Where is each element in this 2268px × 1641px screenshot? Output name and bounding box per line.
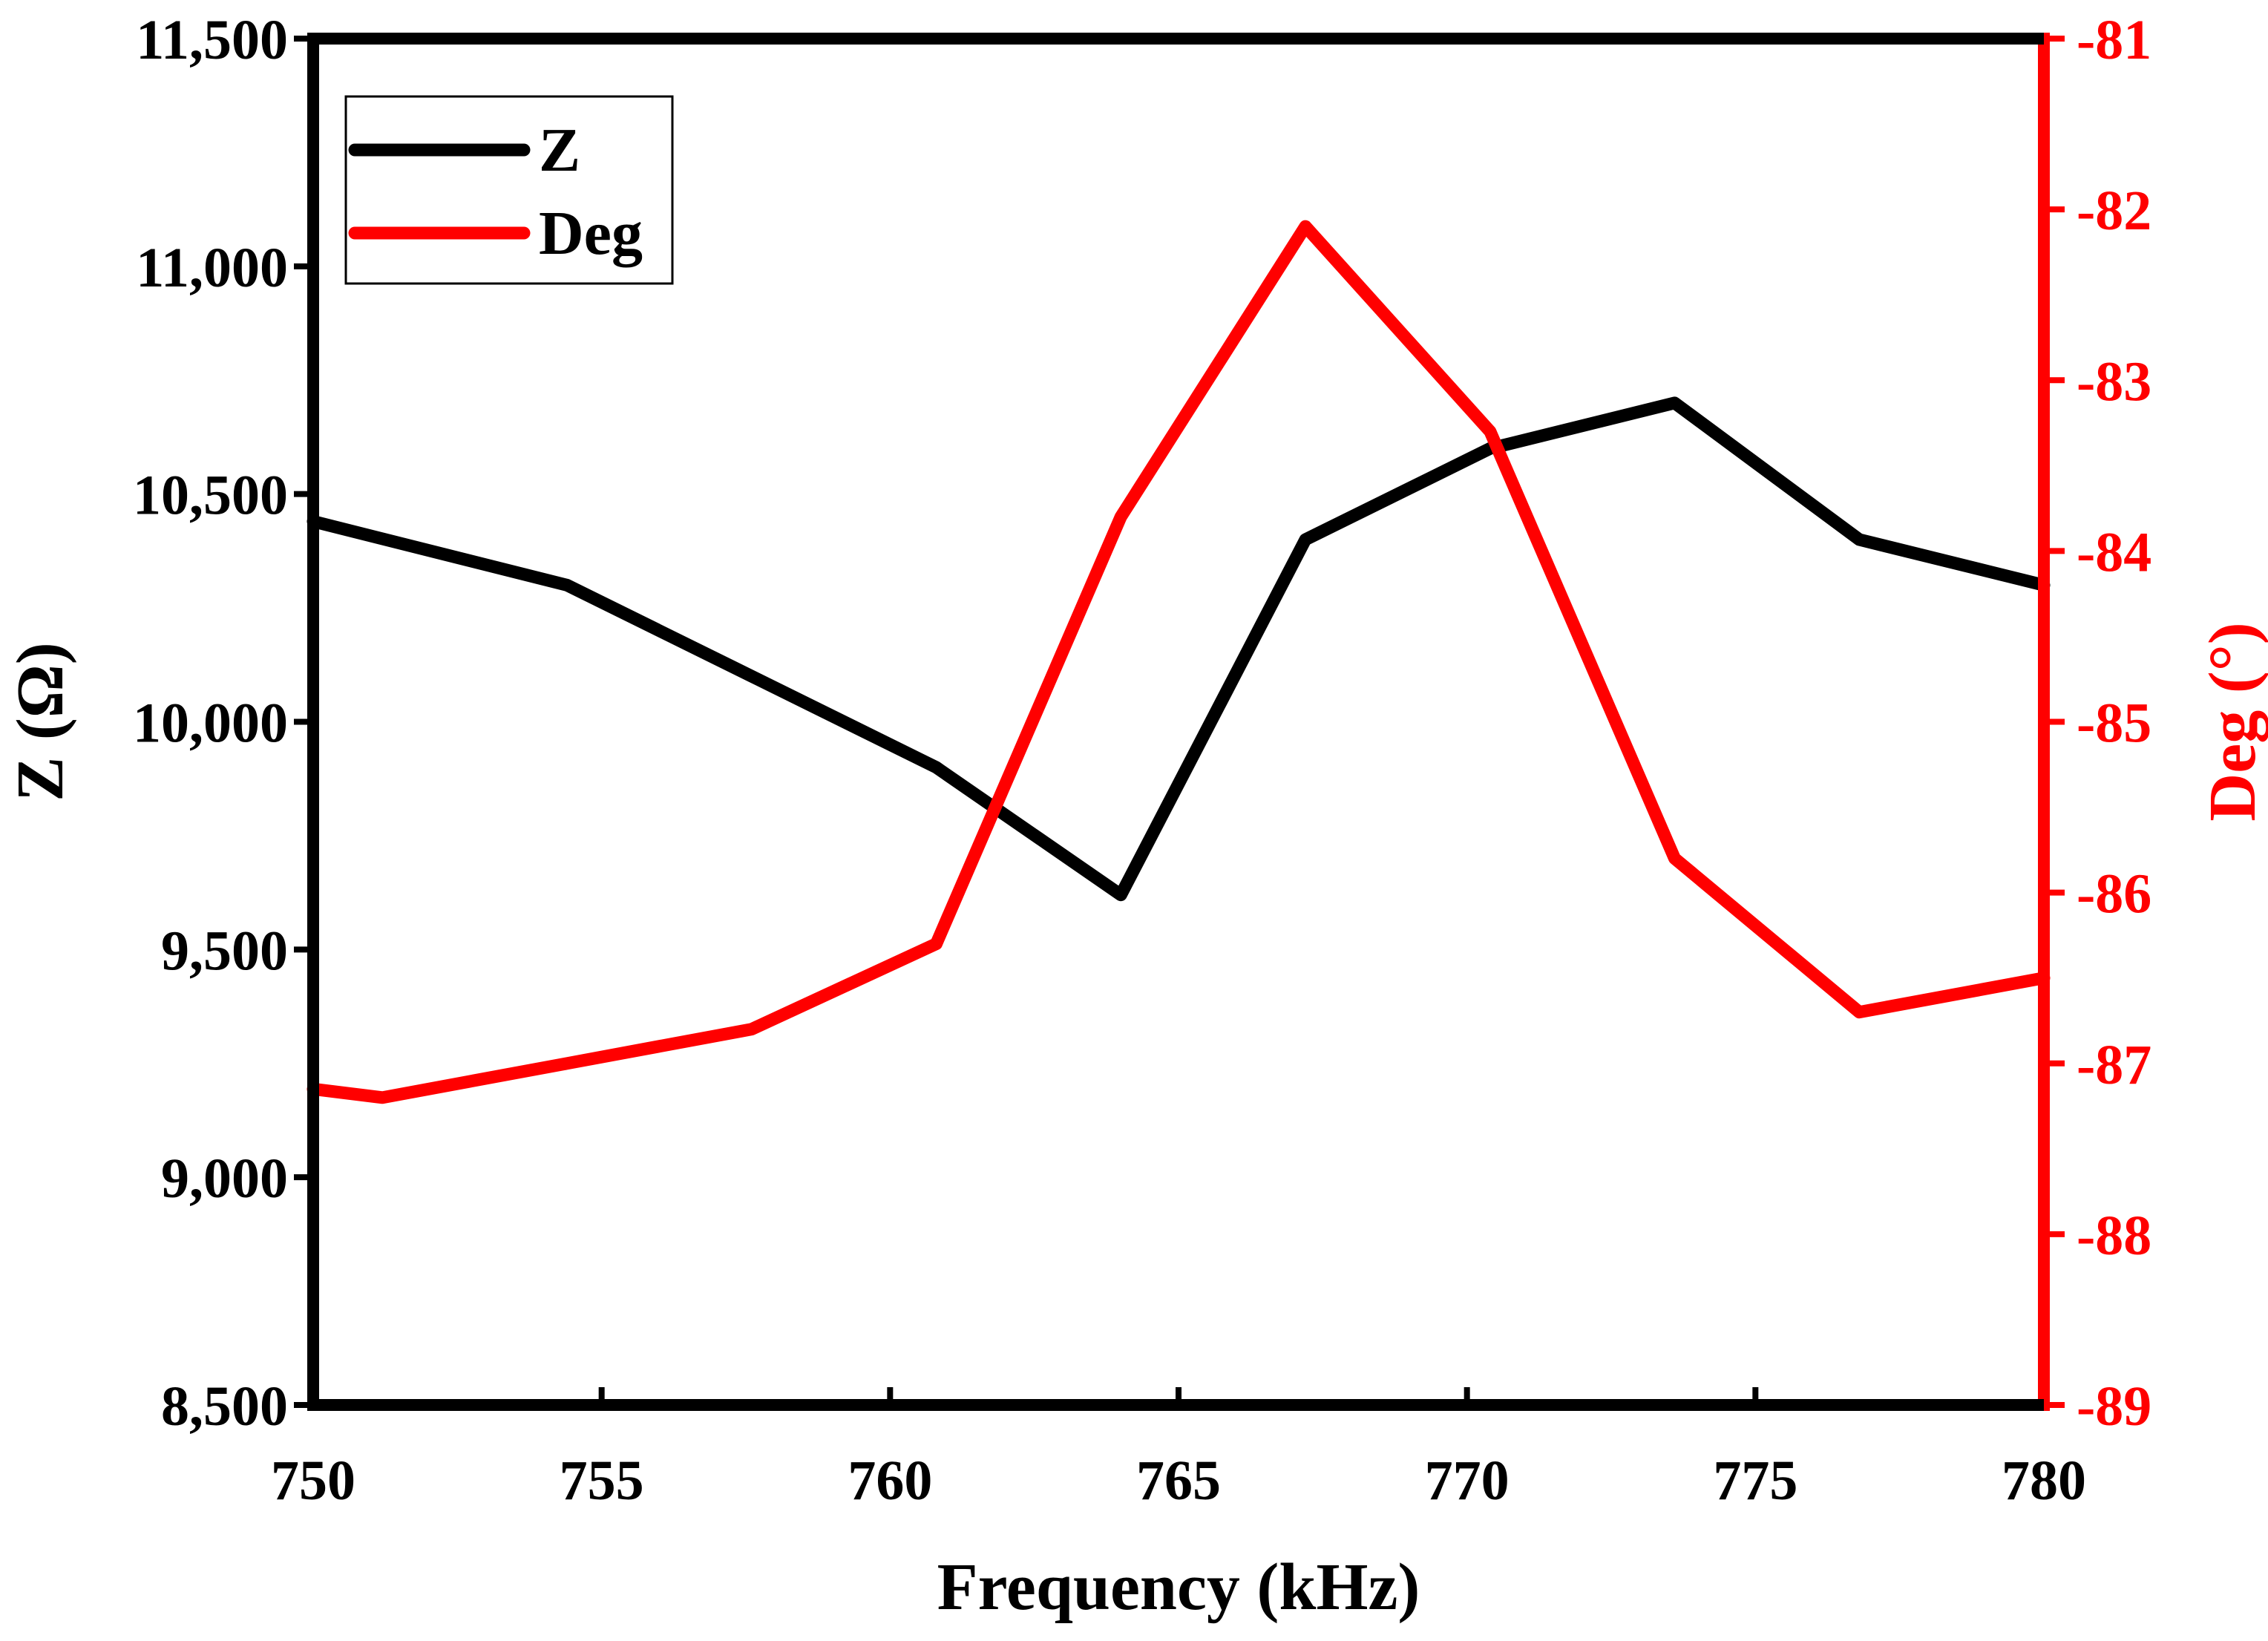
left-y-tick-label: 10,000 — [133, 692, 288, 755]
x-tick-label: 750 — [271, 1450, 355, 1512]
right-y-tick-label: -89 — [2077, 1375, 2151, 1438]
x-tick-label: 775 — [1713, 1450, 1797, 1512]
right-y-tick-label: -84 — [2077, 521, 2151, 583]
right-y-tick-label: -82 — [2077, 180, 2151, 242]
left-y-tick-label: 9,000 — [161, 1147, 288, 1210]
series-line-z — [307, 396, 2051, 902]
left-y-tick-label: 11,000 — [136, 237, 288, 299]
left-y-tick-label: 9,500 — [161, 920, 288, 982]
legend-label-deg: Deg — [539, 199, 643, 268]
right-y-tick-label: -81 — [2077, 9, 2151, 71]
ticks-layer: 750 755 760 765 770 775 780 8,500 9,000 9,500 10,0… — [133, 9, 2151, 1512]
legend-label-z: Z — [539, 116, 580, 185]
x-axis-title: Frequency (kHz) — [937, 1550, 1420, 1624]
x-tick-label: 755 — [560, 1450, 644, 1512]
left-y-tick-label: 10,500 — [133, 465, 288, 527]
x-tick-label: 770 — [1425, 1450, 1510, 1512]
left-y-tick-label: 11,500 — [136, 9, 288, 71]
right-y-tick-label: -88 — [2077, 1205, 2151, 1267]
legend: Z Deg — [344, 95, 674, 285]
right-y-tick-label: -85 — [2077, 692, 2151, 755]
plot-frame — [307, 33, 2050, 1411]
right-y-tick-label: -86 — [2077, 863, 2151, 926]
left-y-tick-label: 8,500 — [161, 1375, 288, 1438]
right-y-tick-label: -87 — [2077, 1034, 2151, 1096]
right-y-tick-label: -83 — [2077, 350, 2151, 413]
x-tick-label: 780 — [2002, 1450, 2086, 1512]
legend-box — [344, 95, 674, 285]
right-y-axis-title: Deg (°) — [2196, 622, 2268, 821]
series-layer — [307, 220, 2051, 1104]
series-line-deg — [307, 220, 2051, 1104]
x-tick-label: 765 — [1136, 1450, 1221, 1512]
x-tick-label: 760 — [848, 1450, 932, 1512]
left-y-axis-title: Z (Ω) — [4, 642, 77, 802]
